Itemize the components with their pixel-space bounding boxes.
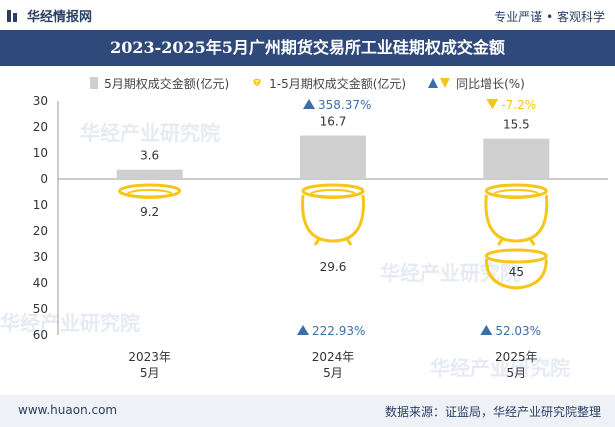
pot-marker [118, 183, 182, 199]
pot-value-label: 45 [509, 265, 524, 279]
up-arrow-icon [480, 325, 493, 335]
pot-marker [484, 183, 549, 290]
logo-icon [7, 9, 17, 22]
legend-pot-icon [253, 78, 261, 86]
legend-item-monthly: 5月期权成交金额(亿元) [90, 75, 229, 92]
watermark-text: 华经产业研究院 [0, 311, 140, 335]
y-tick-label: 50 [33, 302, 48, 316]
watermark-text: 华经产业研究院 [430, 356, 570, 380]
bar-value-label: 15.5 [503, 118, 530, 132]
x-tick-label: 2024年 [312, 350, 355, 364]
y-tick-label: 30 [33, 250, 48, 264]
bar-value-label: 3.6 [140, 149, 159, 163]
legend-item-cumulative: 1-5月期权成交金额(亿元) [251, 75, 406, 92]
top-bar: 华经情报网 专业严谨 • 客观科学 [0, 0, 615, 30]
bar-monthly [300, 135, 366, 179]
y-tick-label: 30 [33, 94, 48, 108]
legend-swatch-bar [90, 77, 99, 89]
chart-area: 华经产业研究院华经产业研究院华经产业研究院华经产业研究院302010010203… [0, 94, 608, 380]
x-tick-label: 5月 [323, 366, 343, 380]
brand-name: 华经情报网 [27, 10, 93, 25]
x-tick-label: 2025年 [495, 350, 538, 364]
down-arrow-icon [486, 99, 499, 109]
legend-label-monthly: 5月期权成交金额(亿元) [104, 76, 230, 91]
legend-item-yoy: 同比增长(%) [428, 75, 525, 92]
y-tick-label: 0 [40, 172, 48, 186]
legend-arrows-icon [428, 78, 451, 88]
x-tick-label: 2023年 [128, 350, 171, 364]
bar-monthly [483, 138, 550, 179]
y-tick-label: 20 [33, 224, 48, 238]
y-tick-label: 10 [33, 198, 48, 212]
bar-value-label: 16.7 [320, 115, 347, 129]
yoy-cumulative-label: 52.03% [495, 324, 541, 338]
x-tick-label: 5月 [507, 366, 527, 380]
pot-value-label: 29.6 [320, 260, 347, 274]
legend: 5月期权成交金额(亿元) 1-5月期权成交金额(亿元) 同比增长(%) [0, 68, 615, 98]
bar-monthly [116, 169, 183, 179]
y-tick-label: 20 [33, 120, 48, 134]
up-arrow-icon [303, 99, 315, 109]
yoy-monthly-label: 358.37% [318, 98, 371, 112]
y-tick-label: 60 [33, 328, 48, 342]
legend-label-yoy: 同比增长(%) [456, 76, 525, 91]
pot-marker [301, 183, 365, 246]
watermark-text: 华经产业研究院 [80, 121, 220, 145]
x-tick-label: 5月 [140, 366, 160, 380]
yoy-monthly-label: -7.2% [501, 98, 536, 112]
legend-label-cumulative: 1-5月期权成交金额(亿元) [269, 76, 407, 91]
brand: 华经情报网 [6, 6, 92, 25]
watermark-text: 华经产业研究院 [380, 261, 520, 285]
y-tick-label: 40 [33, 276, 48, 290]
y-tick-label: 10 [33, 146, 48, 160]
footer: www.huaon.com 数据来源：证监局，华经产业研究院整理 [0, 395, 615, 427]
up-arrow-icon [297, 325, 309, 335]
chart-title: 2023-2025年5月广州期货交易所工业硅期权成交金额 [0, 30, 615, 66]
footer-website: www.huaon.com [18, 403, 118, 417]
pot-value-label: 9.2 [140, 205, 159, 219]
footer-source: 数据来源：证监局，华经产业研究院整理 [384, 405, 601, 419]
yoy-cumulative-label: 222.93% [312, 324, 365, 338]
tagline: 专业严谨 • 客观科学 [494, 10, 605, 24]
